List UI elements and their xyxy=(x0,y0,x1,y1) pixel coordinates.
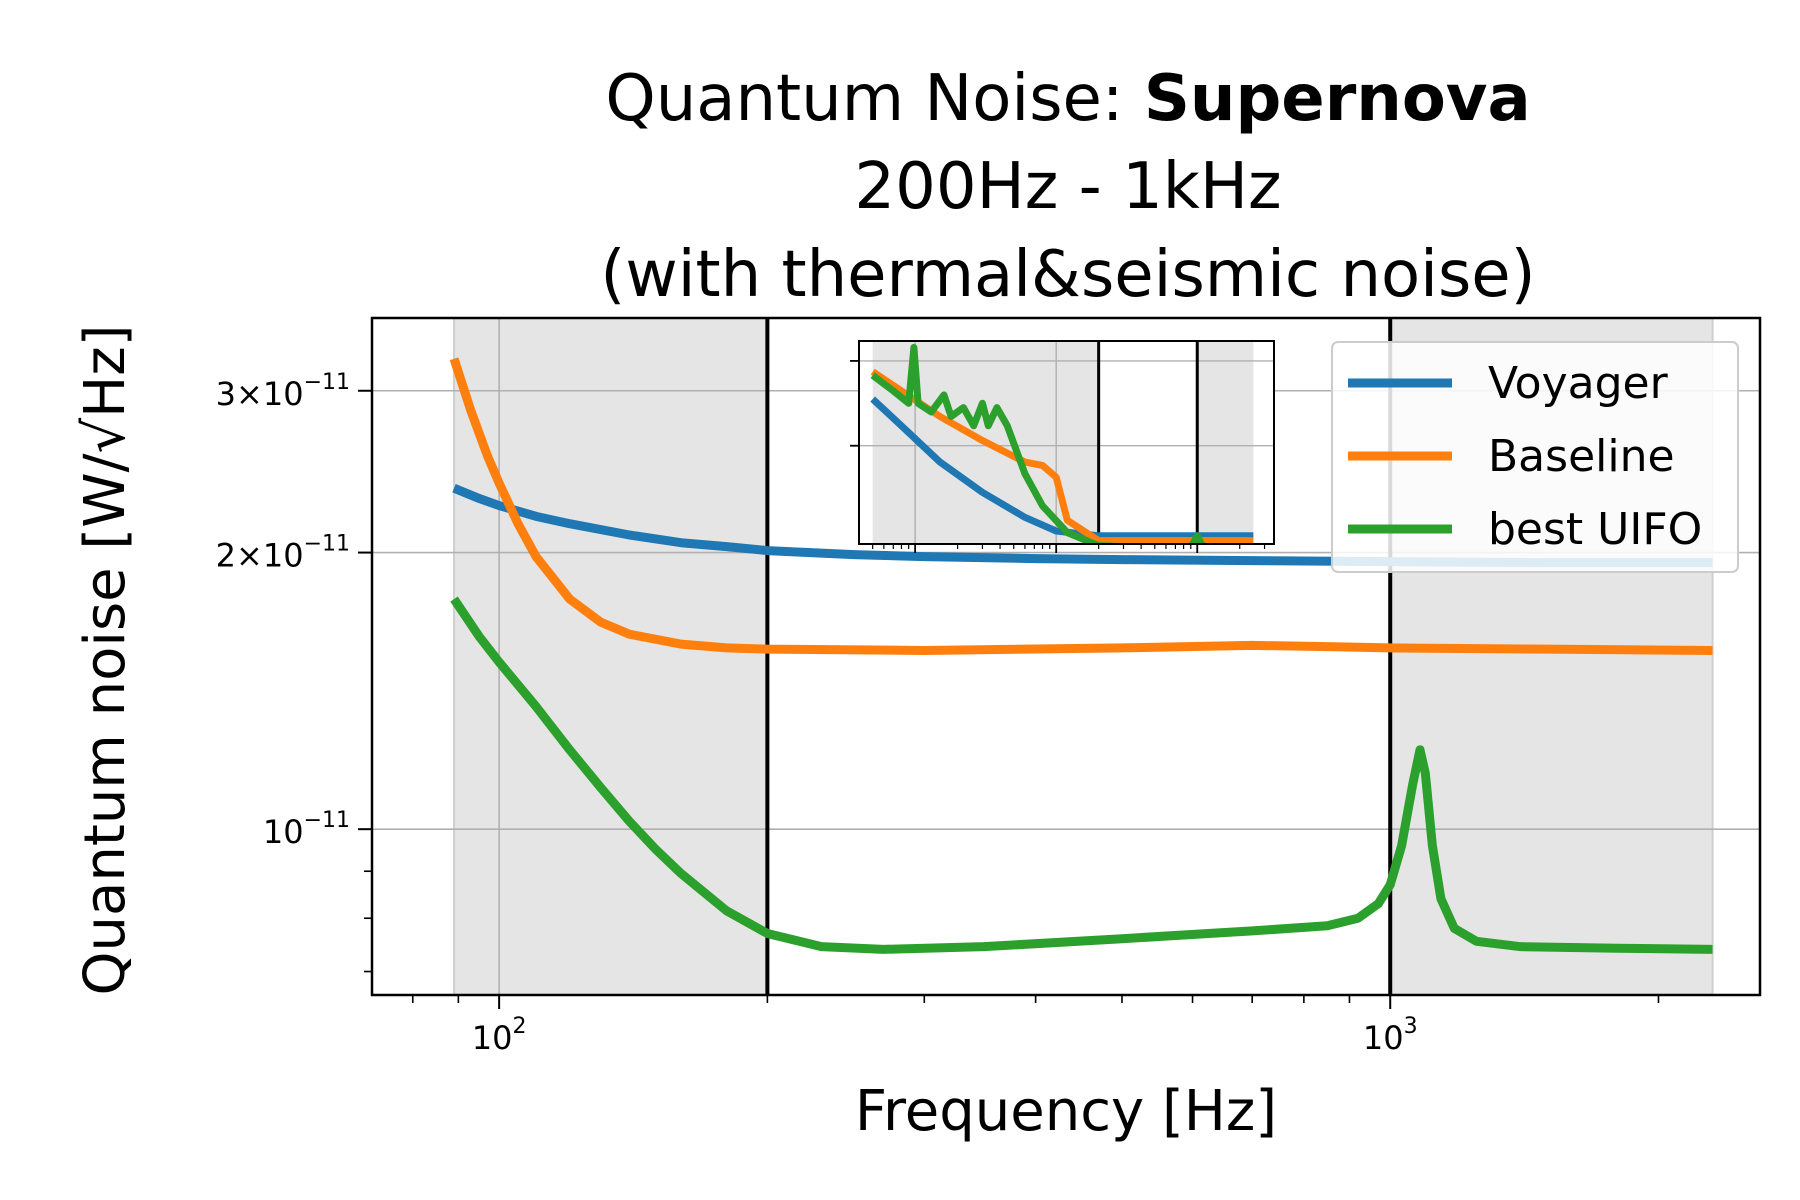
chart-title-prefix: Quantum Noise: xyxy=(605,62,1144,136)
inset-band-boundary-lines xyxy=(1097,341,1199,544)
legend-label-voyager: Voyager xyxy=(1488,358,1669,409)
chart-title-bold: Supernova xyxy=(1144,62,1531,136)
legend-label-best-uifo: best UIFO xyxy=(1488,504,1702,555)
series-line-baseline xyxy=(449,357,1713,655)
shaded-region-0 xyxy=(454,318,768,995)
axis-ticks xyxy=(358,389,1660,1009)
x-tick-label: 103 xyxy=(1363,1014,1418,1057)
y-tick-label: 3×10−11 xyxy=(216,370,350,413)
inset-series-lines xyxy=(870,343,1254,544)
y-tick-label: 2×10−11 xyxy=(216,532,350,575)
inset-series-line-voyager xyxy=(870,396,1254,540)
series-line-voyager xyxy=(452,484,1713,568)
chart-title-line3: (with thermal&seismic noise) xyxy=(600,238,1535,312)
inset-axis-ticks xyxy=(850,360,1266,553)
inset-plot xyxy=(850,340,1275,553)
x-tick-label: 102 xyxy=(472,1014,527,1057)
plot-frame xyxy=(370,316,1762,997)
legend-label-baseline: Baseline xyxy=(1488,431,1675,482)
chart-title-line2: 200Hz - 1kHz xyxy=(854,150,1281,224)
series-lines xyxy=(449,357,1713,954)
y-axis-label: Quantum noise [W/√Hz] xyxy=(73,324,138,995)
tick-labels: 102 103 3×10−11 2×10−11 10−11 xyxy=(216,370,1418,1057)
legend: Voyager Baseline best UIFO xyxy=(1331,341,1739,573)
chart-title-line1: Quantum Noise: Supernova xyxy=(605,62,1530,136)
x-axis-label: Frequency [Hz] xyxy=(855,1079,1277,1144)
inset-shaded-region-1 xyxy=(1197,341,1254,544)
series-line-best-uifo xyxy=(450,596,1713,954)
inset-series-line-best-uifo xyxy=(870,343,1254,544)
inset-frame xyxy=(858,340,1275,545)
y-tick-label: 10−11 xyxy=(263,808,350,851)
legend-box xyxy=(1331,341,1739,573)
